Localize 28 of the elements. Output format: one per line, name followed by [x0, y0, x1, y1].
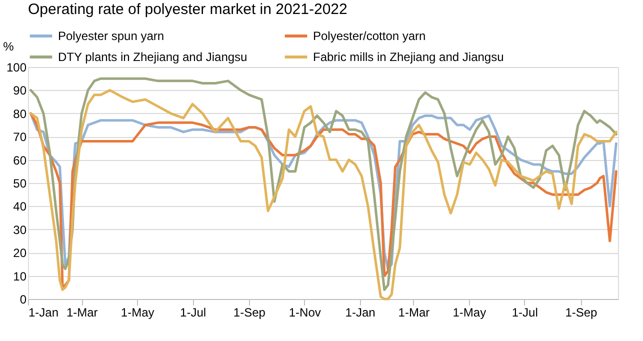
- legend-label: Polyester/cotton yarn: [313, 29, 426, 43]
- y-tick-label: 90: [13, 84, 27, 98]
- x-tick-label: 1-Jul: [180, 306, 206, 320]
- y-tick-label: 30: [13, 222, 27, 237]
- legend-label: Polyester spun yarn: [58, 29, 164, 43]
- y-tick-label: 40: [13, 200, 27, 214]
- x-tick-label: 1-Mar: [398, 306, 430, 320]
- x-tick-label: 1-Jul: [512, 306, 538, 320]
- y-tick-label: 80: [13, 106, 27, 121]
- y-tick-label: 100: [6, 60, 27, 74]
- x-tick-label: 1-Nov: [288, 306, 321, 320]
- y-tick-label: 50: [13, 176, 27, 190]
- legend-label: Fabric mills in Zhejiang and Jiangsu: [313, 50, 504, 64]
- x-tick-label: 1-Mar: [66, 306, 98, 320]
- y-tick-label: 60: [13, 153, 27, 168]
- x-tick-label: 1-May: [120, 306, 154, 320]
- legend-label: DTY plants in Zhejiang and Jiangsu: [58, 50, 248, 64]
- y-axis-title: %: [3, 40, 14, 54]
- y-tick-label: 70: [13, 130, 27, 144]
- chart-title: Operating rate of polyester market in 2021-2022: [28, 1, 348, 18]
- y-tick-label: 10: [13, 269, 27, 284]
- y-tick-label: 0: [20, 292, 27, 306]
- x-tick-label: 1-May: [452, 306, 486, 320]
- x-tick-label: 1-Sep: [233, 306, 266, 320]
- x-tick-label: 1-Sep: [565, 306, 598, 320]
- y-tick-label: 20: [13, 246, 27, 260]
- x-tick-label: 1-Jan: [28, 306, 59, 320]
- x-tick-label: 1-Jan: [345, 306, 376, 320]
